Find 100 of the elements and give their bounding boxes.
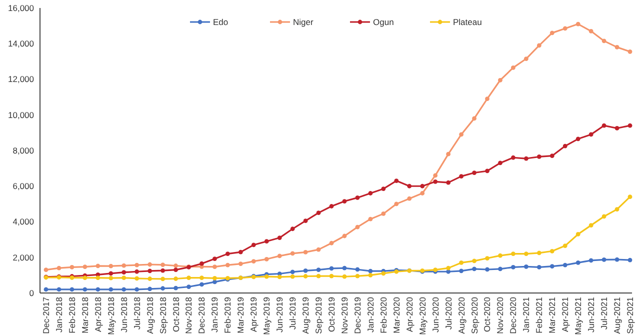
x-tick-label: Aug-2018	[144, 296, 155, 334]
point	[355, 196, 360, 200]
x-tick-label: Jan-2021	[521, 296, 532, 332]
point	[264, 239, 269, 244]
point	[56, 266, 62, 270]
point	[536, 154, 542, 159]
point	[588, 258, 594, 263]
x-tick-label: Aug-2021	[612, 296, 622, 334]
x-tick-label: Dec-2017	[40, 296, 51, 334]
point	[485, 168, 490, 174]
x-tick-label: Jul-2018	[132, 296, 142, 330]
point	[134, 287, 140, 292]
point	[602, 123, 606, 128]
point	[368, 272, 373, 278]
x-tick-label: Mar-2019	[236, 296, 246, 334]
point	[148, 262, 152, 267]
x-tick-label: Dec-2018	[196, 296, 207, 334]
point	[355, 267, 360, 272]
point	[394, 202, 399, 206]
point	[562, 144, 568, 148]
point	[562, 244, 568, 248]
x-tick-label: Feb-2019	[222, 296, 233, 334]
point	[122, 270, 126, 275]
point	[576, 22, 580, 26]
point	[562, 26, 568, 31]
point	[459, 132, 464, 137]
point	[303, 250, 308, 254]
point	[446, 269, 451, 274]
point	[238, 262, 243, 266]
point	[550, 248, 554, 254]
point	[536, 264, 542, 270]
point	[472, 116, 476, 121]
y-tick-label: 10,000	[8, 110, 34, 120]
point	[614, 44, 620, 50]
point	[511, 65, 516, 70]
point	[70, 287, 74, 292]
point	[212, 276, 217, 280]
point	[82, 264, 88, 270]
point	[485, 267, 490, 272]
point	[160, 262, 165, 268]
point	[290, 251, 295, 256]
point	[576, 232, 580, 236]
y-tick-label: 8,000	[12, 145, 34, 156]
point	[148, 268, 152, 274]
point	[433, 173, 438, 178]
legend-label: Ogun	[373, 16, 394, 27]
y-tick-label: 16,000	[8, 2, 34, 13]
point	[160, 268, 165, 273]
point	[148, 276, 152, 281]
y-tick-label: 2,000	[12, 252, 34, 262]
point	[251, 259, 256, 264]
point	[602, 214, 606, 219]
point	[329, 266, 334, 271]
point	[511, 264, 516, 270]
point	[44, 287, 48, 292]
x-tick-label: May-2018	[106, 296, 116, 335]
point	[602, 38, 606, 44]
x-tick-label: Jul-2021	[599, 296, 610, 330]
point	[342, 274, 347, 279]
point	[122, 276, 126, 280]
point	[200, 261, 204, 266]
point	[628, 49, 632, 54]
point	[614, 257, 620, 262]
x-tick-label: Apr-2018	[92, 296, 103, 332]
point	[368, 216, 373, 222]
x-tick-label: Jun-2019	[274, 296, 285, 332]
x-tick-label: Feb-2021	[534, 296, 544, 334]
legend-label: Plateau	[453, 16, 482, 27]
point	[536, 43, 542, 48]
point	[511, 155, 516, 160]
y-tick-label: 0	[29, 288, 34, 298]
x-tick-label: Apr-2021	[560, 296, 570, 332]
point	[174, 286, 178, 290]
point	[614, 207, 620, 212]
point	[122, 287, 126, 292]
point	[498, 78, 502, 82]
point	[148, 286, 152, 292]
point	[290, 226, 295, 232]
x-tick-label: Jul-2019	[288, 296, 298, 330]
point	[472, 266, 476, 272]
point	[212, 256, 217, 261]
x-tick-label: Aug-2020	[456, 296, 466, 334]
x-tick-label: Feb-2020	[378, 296, 388, 334]
point	[524, 264, 528, 269]
point	[303, 218, 308, 224]
x-tick-label: Sep-2018	[158, 296, 168, 334]
point	[342, 266, 347, 270]
point	[576, 260, 580, 265]
point	[96, 287, 100, 292]
x-tick-label: Nov-2018	[184, 296, 194, 334]
point	[316, 274, 321, 278]
x-tick-label: Jan-2018	[54, 296, 64, 332]
point	[536, 250, 542, 256]
x-tick-label: May-2021	[573, 296, 584, 335]
point	[381, 271, 386, 276]
point	[108, 287, 114, 292]
point	[134, 276, 140, 281]
point	[277, 274, 282, 280]
point	[108, 276, 114, 280]
point	[498, 266, 502, 272]
